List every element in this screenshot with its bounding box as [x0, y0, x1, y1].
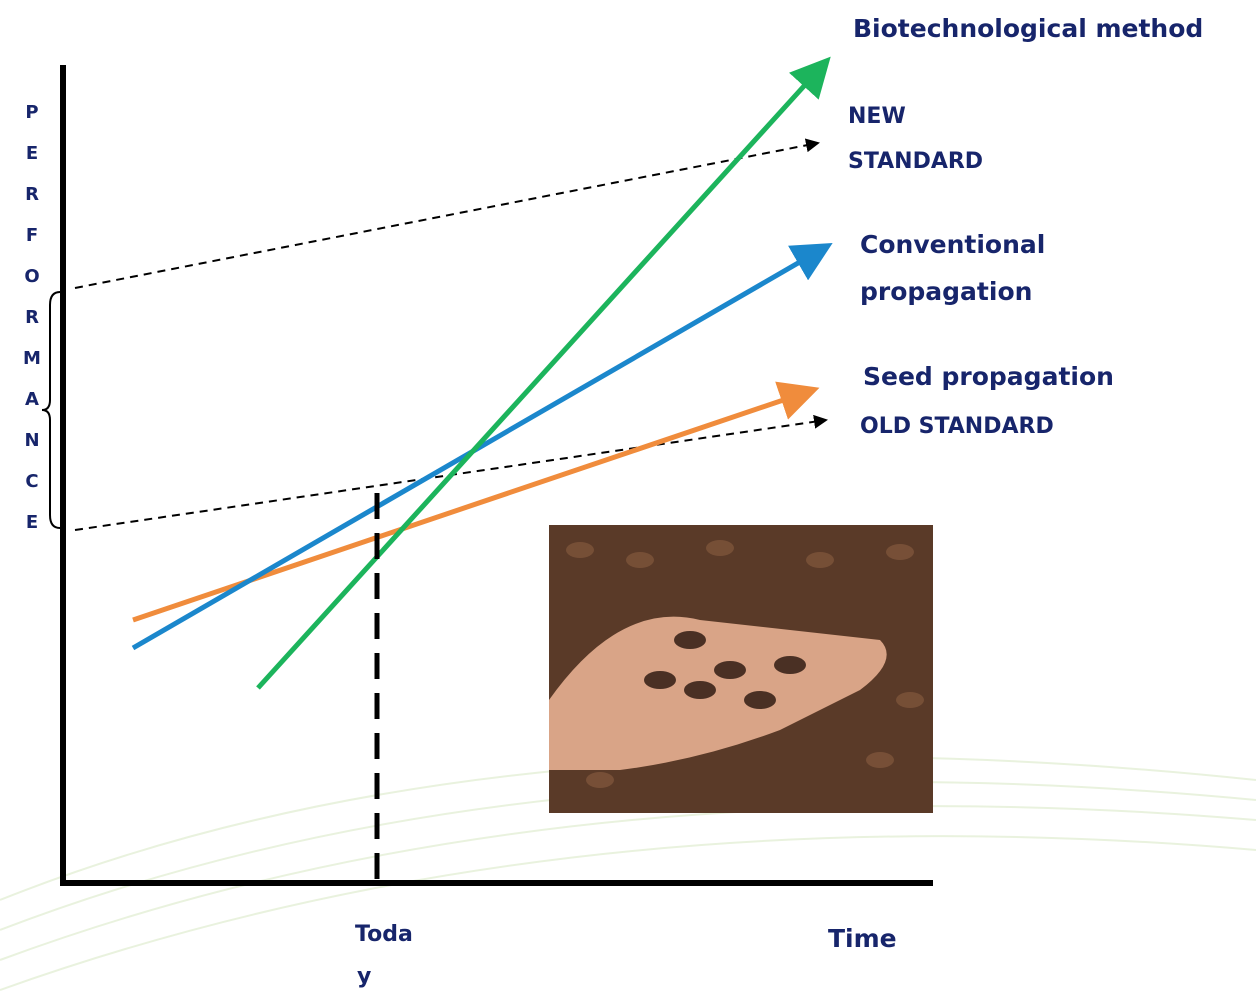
conventional-label: Conventional [860, 230, 1045, 259]
old-standard-label: OLD STANDARD [860, 414, 1054, 439]
brace [41, 291, 61, 529]
new-standard-line [74, 138, 820, 289]
biotech-label: Biotechnological method [853, 14, 1203, 43]
today-label: y [357, 964, 371, 989]
photo [549, 525, 933, 813]
conventional-label: propagation [860, 277, 1032, 306]
seed-label: Seed propagation [863, 362, 1114, 391]
biotech-line [256, 56, 831, 690]
x-axis-label: Time [828, 924, 897, 953]
y-axis-label: PERFORMANCE [23, 102, 41, 533]
new-standard-label: STANDARD [848, 149, 983, 174]
today-label: Toda [355, 922, 413, 947]
new-standard-label: NEW [848, 104, 906, 129]
